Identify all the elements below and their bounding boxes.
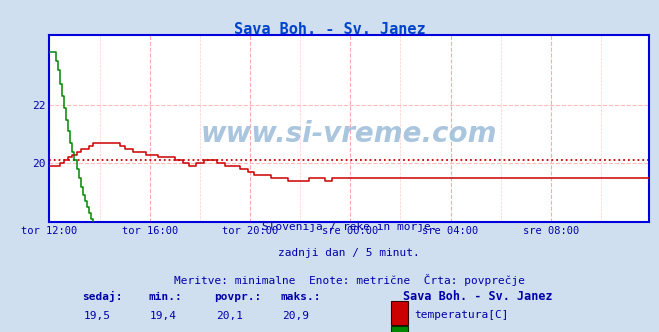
Text: 20,9: 20,9 <box>282 311 309 321</box>
Text: temperatura[C]: temperatura[C] <box>414 310 509 320</box>
Text: 19,5: 19,5 <box>84 311 111 321</box>
Text: zadnji dan / 5 minut.: zadnji dan / 5 minut. <box>278 248 420 258</box>
Text: Meritve: minimalne  Enote: metrične  Črta: povprečje: Meritve: minimalne Enote: metrične Črta:… <box>174 274 525 286</box>
Text: povpr.:: povpr.: <box>214 292 262 302</box>
FancyBboxPatch shape <box>391 326 408 332</box>
Text: sedaj:: sedaj: <box>82 291 123 302</box>
Text: Sava Boh. - Sv. Janez: Sava Boh. - Sv. Janez <box>234 22 425 37</box>
Text: Slovenija / reke in morje.: Slovenija / reke in morje. <box>262 222 437 232</box>
FancyBboxPatch shape <box>391 301 408 325</box>
Text: 20,1: 20,1 <box>216 311 243 321</box>
Text: 19,4: 19,4 <box>150 311 177 321</box>
Text: www.si-vreme.com: www.si-vreme.com <box>201 120 498 148</box>
Text: maks.:: maks.: <box>280 292 321 302</box>
Text: min.:: min.: <box>148 292 182 302</box>
Text: Sava Boh. - Sv. Janez: Sava Boh. - Sv. Janez <box>403 290 553 303</box>
